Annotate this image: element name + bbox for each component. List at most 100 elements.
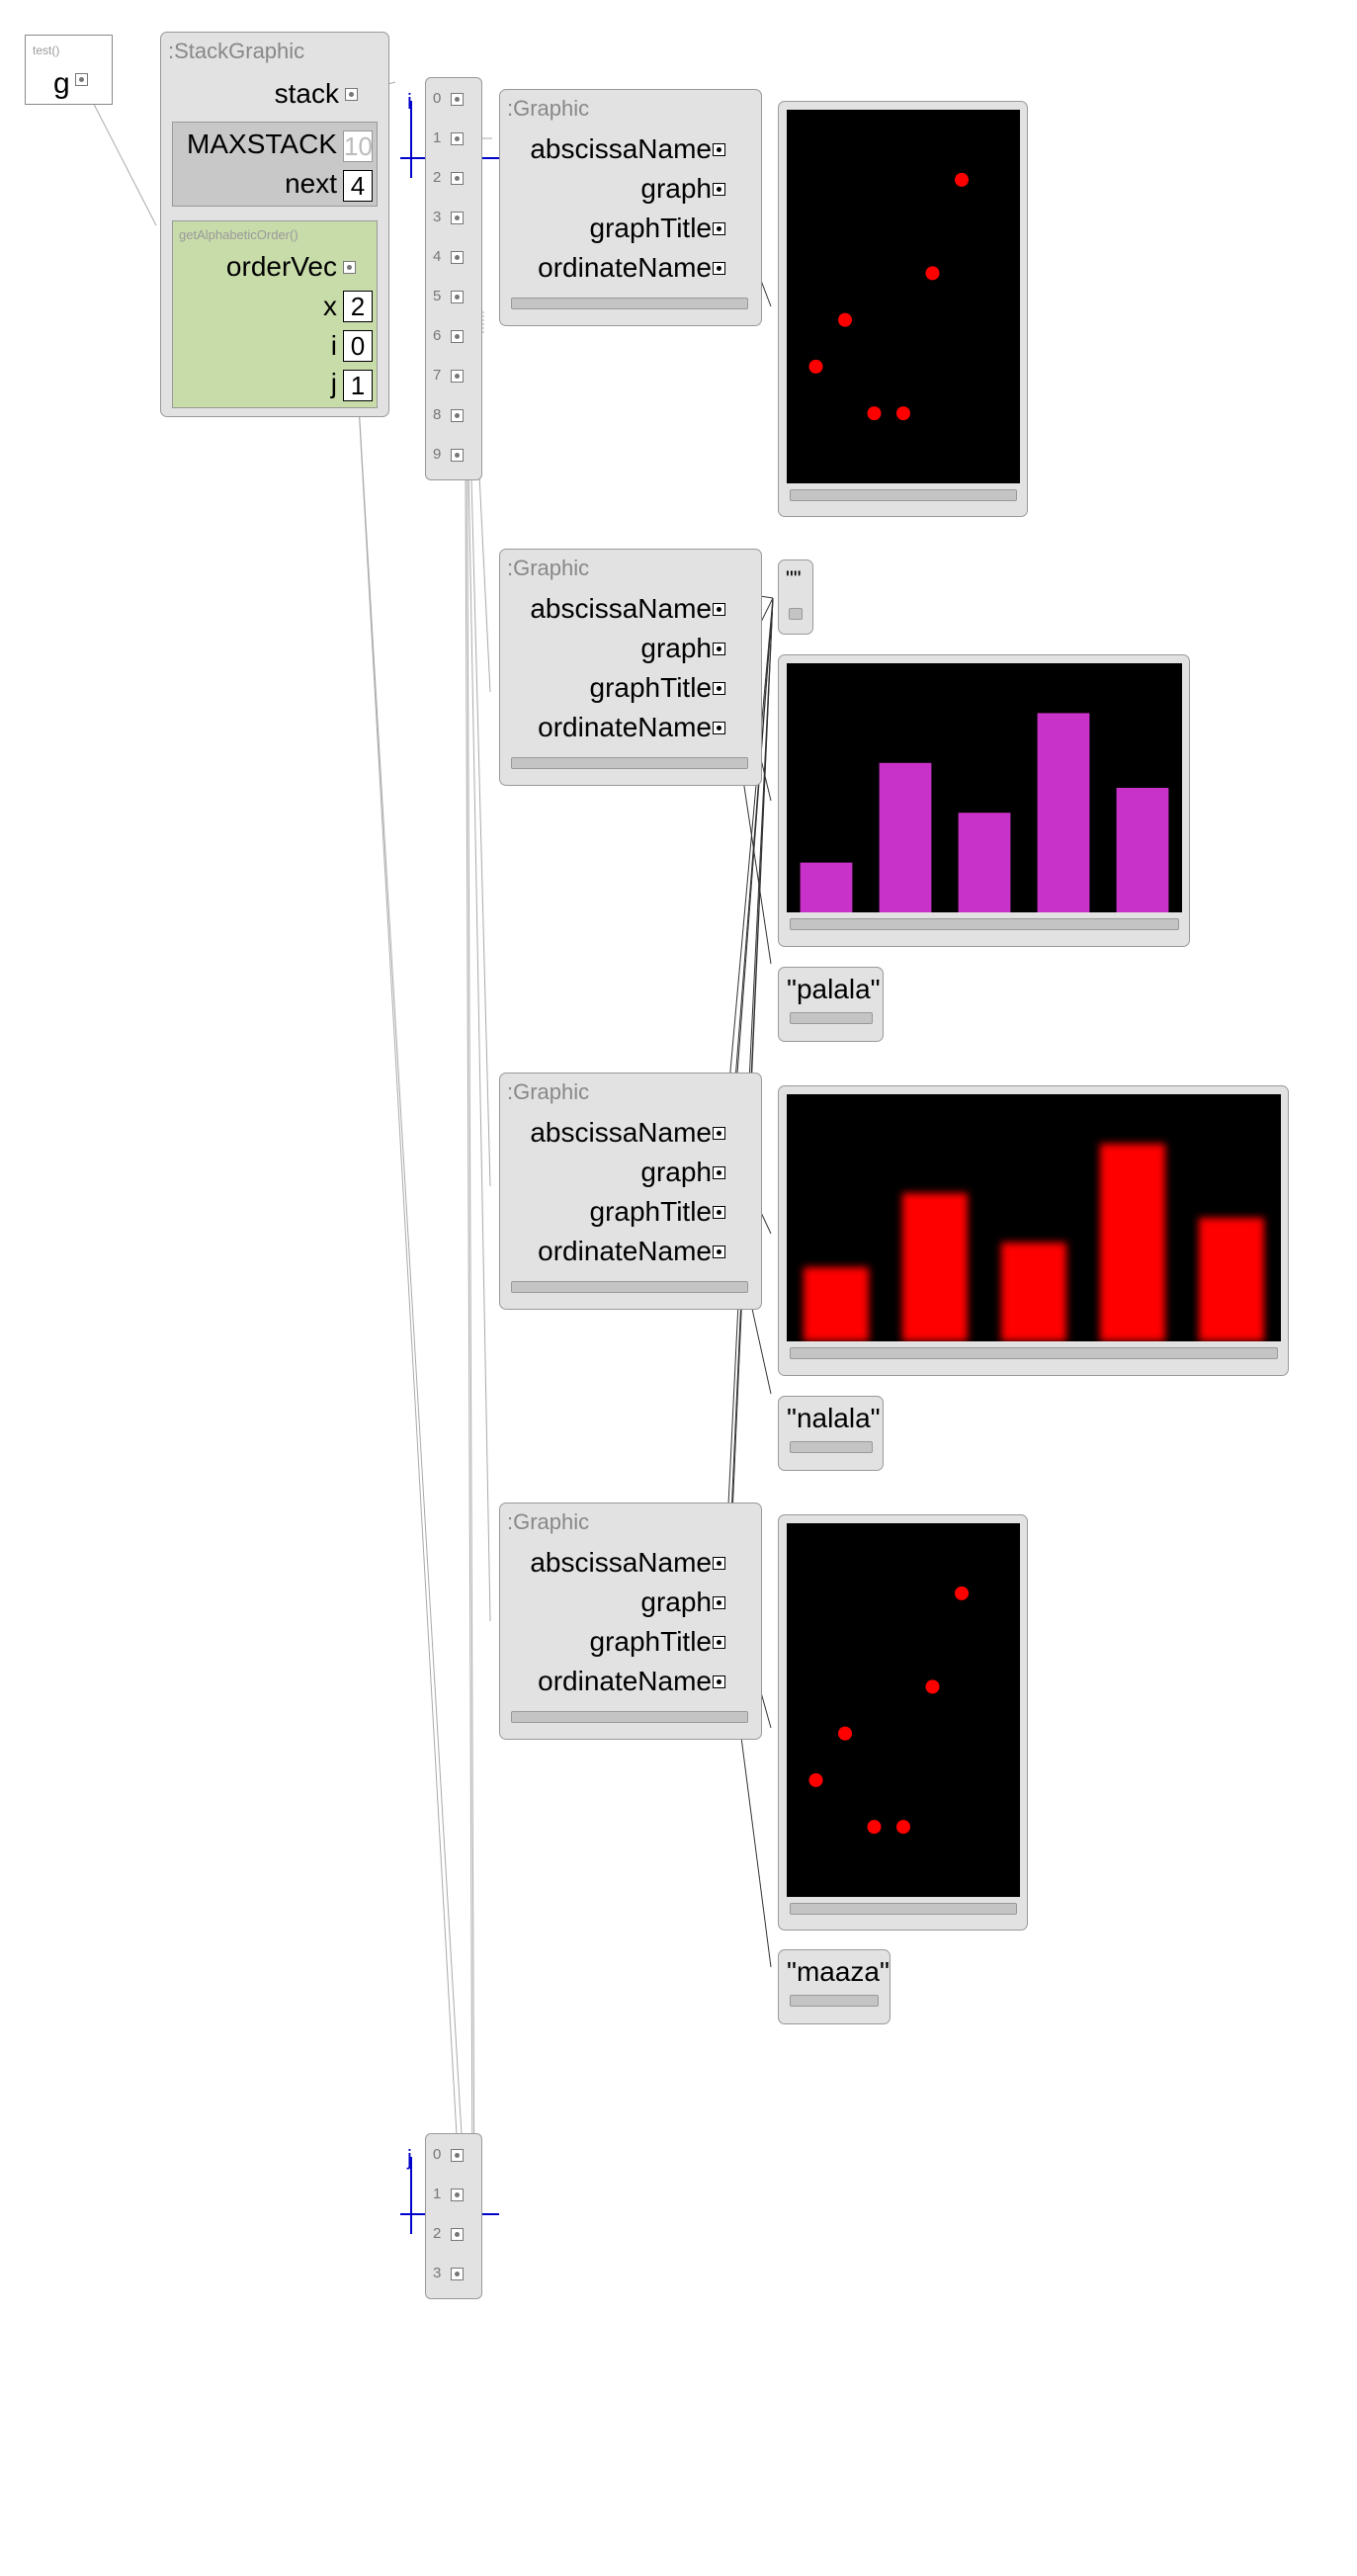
graph-panel-bar-magenta[interactable] bbox=[778, 654, 1190, 947]
ordinateName-pointer-icon[interactable] bbox=[713, 1245, 725, 1258]
data-point bbox=[808, 1772, 823, 1787]
graphic-object-1[interactable]: :Graphic abscissaName graph graphTitle ordin… bbox=[499, 89, 762, 326]
g-pointer-icon[interactable] bbox=[75, 73, 88, 86]
i-value: 0 bbox=[343, 330, 373, 362]
scrollbar[interactable] bbox=[789, 608, 803, 620]
stack-pointer-icon[interactable] bbox=[345, 88, 358, 101]
graphTitle-pointer-icon[interactable] bbox=[713, 682, 725, 695]
array-index: 0 bbox=[433, 2146, 442, 2163]
ordervec-pointer-icon[interactable] bbox=[343, 261, 356, 274]
scatter-chart bbox=[787, 110, 1020, 483]
string-maaza[interactable]: "maaza" bbox=[778, 1949, 891, 2024]
scrollbar[interactable] bbox=[511, 757, 748, 769]
array-index: 3 bbox=[433, 2265, 442, 2281]
array-index: 1 bbox=[433, 2186, 442, 2202]
index-marker-label: j bbox=[407, 2145, 412, 2170]
graph-pointer-icon[interactable] bbox=[713, 183, 725, 196]
reference-line bbox=[357, 386, 466, 2186]
field-ordinateName: ordinateName bbox=[538, 252, 712, 283]
scrollbar[interactable] bbox=[790, 918, 1179, 930]
ordinateName-pointer-icon[interactable] bbox=[713, 722, 725, 734]
graph-pointer-icon[interactable] bbox=[713, 1166, 725, 1179]
scrollbar[interactable] bbox=[511, 298, 748, 309]
scrollbar[interactable] bbox=[790, 1012, 873, 1024]
plot-area bbox=[787, 1523, 1020, 1897]
stack-array[interactable]: 0 1 2 3 4 5 6 7 8 9 bbox=[425, 77, 482, 480]
array-slot-pointer-icon[interactable] bbox=[451, 2149, 464, 2162]
data-point bbox=[896, 406, 910, 421]
field-graph: graph bbox=[640, 633, 712, 663]
array-slot-pointer-icon[interactable] bbox=[451, 93, 464, 106]
bar bbox=[800, 862, 853, 912]
graphTitle-pointer-icon[interactable] bbox=[713, 1636, 725, 1649]
data-point bbox=[808, 359, 823, 374]
ordervec-array[interactable]: 0 1 2 3 bbox=[425, 2133, 482, 2299]
scrollbar[interactable] bbox=[790, 1441, 873, 1453]
graph-panel-scatter-1[interactable] bbox=[778, 101, 1028, 517]
stackgraphic-object[interactable]: :StackGraphic stack MAXSTACK 10 next 4 g… bbox=[160, 32, 389, 417]
reference-line bbox=[466, 296, 475, 2225]
bar bbox=[958, 813, 1011, 912]
method-frame[interactable]: getAlphabeticOrder() orderVec x 2 i 0 j … bbox=[172, 220, 378, 408]
array-slot-pointer-icon[interactable] bbox=[451, 330, 464, 343]
string-empty[interactable]: "" bbox=[778, 559, 813, 635]
array-slot-pointer-icon[interactable] bbox=[451, 409, 464, 422]
graph-panel-scatter-2[interactable] bbox=[778, 1514, 1028, 1931]
array-slot-pointer-icon[interactable] bbox=[451, 212, 464, 224]
field-graphTitle: graphTitle bbox=[589, 1626, 712, 1657]
graphic-object-4[interactable]: :Graphic abscissaName graph graphTitle ordin… bbox=[499, 1503, 762, 1740]
string-value: "maaza" bbox=[787, 1956, 890, 1987]
abscissaName-pointer-icon[interactable] bbox=[713, 1557, 725, 1570]
scrollbar[interactable] bbox=[790, 1995, 879, 2007]
bar bbox=[1001, 1243, 1066, 1341]
j-value: 1 bbox=[343, 370, 373, 401]
graph-pointer-icon[interactable] bbox=[713, 1596, 725, 1609]
field-graphTitle: graphTitle bbox=[589, 213, 712, 243]
graph-panel-bar-red[interactable] bbox=[778, 1085, 1289, 1376]
object-title: :Graphic bbox=[507, 96, 590, 121]
scrollbar[interactable] bbox=[790, 1347, 1278, 1359]
abscissaName-pointer-icon[interactable] bbox=[713, 1127, 725, 1140]
abscissaName-pointer-icon[interactable] bbox=[713, 143, 725, 156]
array-index: 5 bbox=[433, 288, 442, 304]
ordinateName-pointer-icon[interactable] bbox=[713, 262, 725, 275]
array-slot-pointer-icon[interactable] bbox=[451, 251, 464, 264]
scrollbar[interactable] bbox=[511, 1281, 748, 1293]
ordinateName-pointer-icon[interactable] bbox=[713, 1675, 725, 1688]
reference-line bbox=[350, 266, 458, 2136]
array-slot-pointer-icon[interactable] bbox=[451, 449, 464, 462]
data-point bbox=[925, 266, 940, 281]
field-abscissaName: abscissaName bbox=[530, 593, 712, 624]
graphTitle-pointer-icon[interactable] bbox=[713, 222, 725, 235]
string-value: "palala" bbox=[787, 974, 881, 1004]
array-slot-pointer-icon[interactable] bbox=[451, 370, 464, 383]
scrollbar[interactable] bbox=[790, 489, 1017, 501]
array-slot-pointer-icon[interactable] bbox=[451, 2268, 464, 2280]
field-abscissaName: abscissaName bbox=[530, 1547, 712, 1578]
array-slot-pointer-icon[interactable] bbox=[451, 2228, 464, 2241]
maxstack-value: 10 bbox=[343, 130, 373, 162]
order-index-marker: j bbox=[398, 2145, 512, 2244]
object-title: :StackGraphic bbox=[168, 39, 305, 63]
bar bbox=[1116, 788, 1169, 912]
array-slot-pointer-icon[interactable] bbox=[451, 172, 464, 185]
graphTitle-pointer-icon[interactable] bbox=[713, 1206, 725, 1219]
string-palala[interactable]: "palala" bbox=[778, 967, 884, 1042]
graphic-object-2[interactable]: :Graphic abscissaName graph graphTitle ordin… bbox=[499, 549, 762, 786]
scrollbar[interactable] bbox=[790, 1903, 1017, 1915]
abscissaName-pointer-icon[interactable] bbox=[713, 603, 725, 616]
test-frame[interactable]: test() g bbox=[25, 35, 113, 105]
field-ordinateName: ordinateName bbox=[538, 712, 712, 742]
graphic-object-3[interactable]: :Graphic abscissaName graph graphTitle ordin… bbox=[499, 1073, 762, 1310]
next-label: next bbox=[285, 168, 337, 199]
array-slot-pointer-icon[interactable] bbox=[451, 132, 464, 145]
array-slot-pointer-icon[interactable] bbox=[451, 2189, 464, 2201]
data-point bbox=[867, 1820, 882, 1835]
scrollbar[interactable] bbox=[511, 1711, 748, 1723]
object-title: :Graphic bbox=[507, 1079, 590, 1104]
graph-pointer-icon[interactable] bbox=[713, 643, 725, 655]
reference-line bbox=[725, 597, 774, 1546]
array-slot-pointer-icon[interactable] bbox=[451, 291, 464, 303]
array-index: 0 bbox=[433, 90, 442, 107]
string-nalala[interactable]: "nalala" bbox=[778, 1396, 884, 1471]
